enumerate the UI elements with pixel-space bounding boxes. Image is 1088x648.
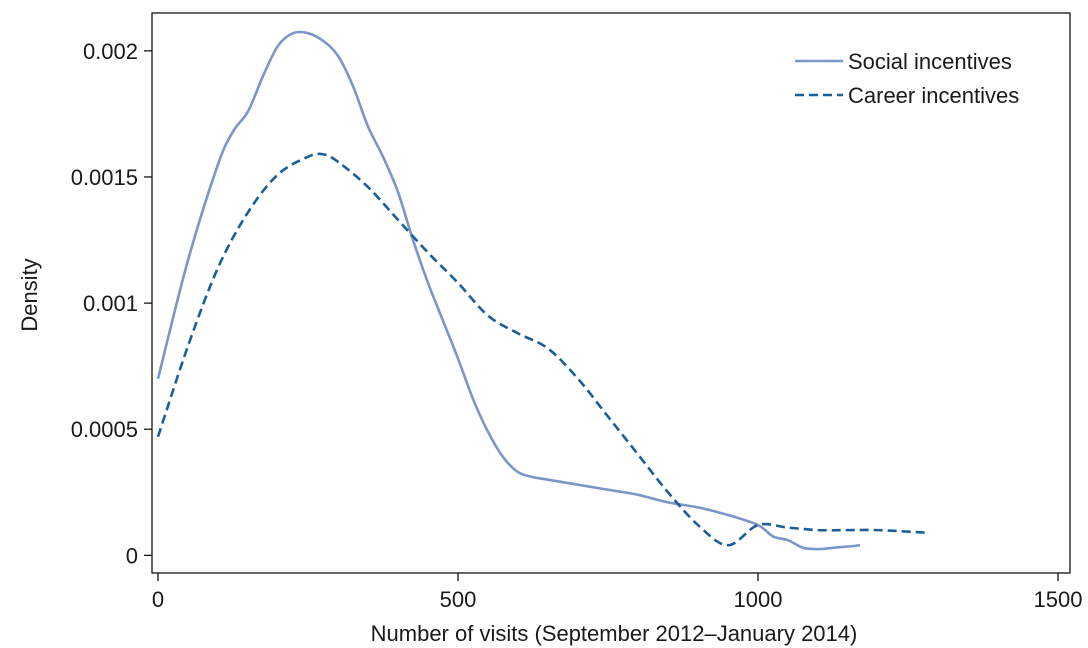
x-tick-label: 500 (440, 587, 477, 612)
y-axis-label: Density (17, 258, 42, 331)
x-axis: 0 500 1000 1500 (152, 573, 1083, 612)
series-line-social-incentives (156, 30, 861, 551)
legend-label-career-incentives: Career incentives (848, 83, 1019, 108)
x-axis-label: Number of visits (September 2012–January… (371, 621, 858, 646)
y-tick-label: 0.001 (83, 291, 138, 316)
x-tick-label: 1000 (734, 587, 783, 612)
y-tick-label: 0.0005 (71, 417, 138, 442)
x-tick-label: 0 (152, 587, 164, 612)
legend: Social incentives Career incentives (795, 49, 1019, 108)
x-tick-label: 1500 (1034, 587, 1083, 612)
y-tick-label: 0.002 (83, 39, 138, 64)
y-tick-label: 0.0015 (71, 165, 138, 190)
y-axis: 0 0.0005 0.001 0.0015 0.002 (71, 39, 152, 568)
plot-frame (151, 12, 1071, 574)
legend-label-social-incentives: Social incentives (848, 49, 1012, 74)
y-tick-label: 0 (126, 543, 138, 568)
series-layer (156, 30, 927, 551)
series-line-career-incentives (156, 152, 927, 547)
